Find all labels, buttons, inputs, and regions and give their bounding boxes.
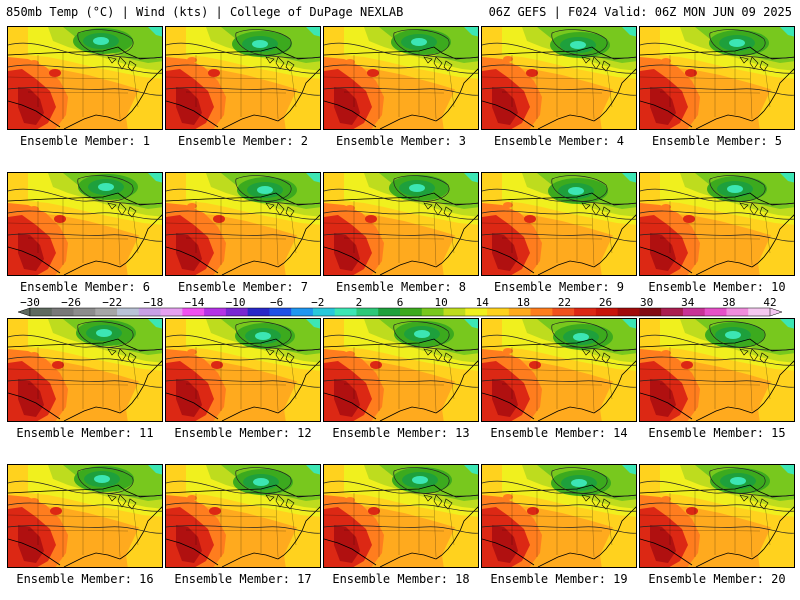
colorbar-swatch [661,308,684,316]
member-label: Ensemble Member: 10 [648,280,786,294]
member-label: Ensemble Member: 6 [19,280,151,294]
member-map-8 [323,172,479,276]
colorbar-swatch [378,308,401,316]
member-label: Ensemble Member: 19 [490,572,628,586]
colorbar-swatch [704,308,727,316]
member-label: Ensemble Member: 18 [332,572,470,586]
member-label: Ensemble Member: 1 [19,134,151,148]
member-label: Ensemble Member: 11 [16,426,154,440]
member-label: Ensemble Member: 5 [651,134,783,148]
colorbar-tick-label: 14 [476,296,490,309]
colorbar-swatch [225,308,249,316]
colorbar-swatch [487,308,510,316]
colorbar-tick-label: 2 [356,296,363,309]
member-label: Ensemble Member: 14 [490,426,628,440]
member-map-18 [323,464,479,568]
colorbar-swatch [682,308,706,316]
member-label: Ensemble Member: 15 [648,426,786,440]
colorbar-low-arrow [17,307,31,317]
colorbar-swatch [204,308,227,316]
colorbar-swatch [508,308,532,316]
model-valid-time: 06Z GEFS | F024 Valid: 06Z MON JUN 09 20… [488,5,792,19]
member-map-13 [323,318,479,422]
colorbar-swatch [73,308,96,316]
colorbar-swatch [465,308,488,316]
colorbar-swatch [617,308,640,316]
member-map-15 [639,318,795,422]
member-map-4 [481,26,637,130]
colorbar-tick-label: −22 [102,296,122,309]
member-label: Ensemble Member: 9 [493,280,625,294]
colorbar-tick-label: 6 [397,296,404,309]
colorbar-tick-label: 18 [517,296,530,309]
member-map-7 [165,172,321,276]
colorbar-swatch [95,308,118,316]
colorbar-high-arrow [769,307,783,317]
colorbar-swatch [138,308,162,316]
colorbar-swatch [182,308,205,316]
temperature-colorbar: −30 −26 −22 −18 −14 −10 −6 −2 2 6 10 14 18 22 26 30 34 38… [17,296,783,317]
colorbar-swatch [117,308,140,316]
member-map-1 [7,26,163,130]
colorbar-tick-label: −18 [143,296,163,309]
colorbar-tick-label: −26 [61,296,81,309]
member-map-16 [7,464,163,568]
colorbar-swatch [574,308,597,316]
colorbar-tick-label: 38 [722,296,735,309]
colorbar-tick-label: 26 [599,296,612,309]
member-map-19 [481,464,637,568]
colorbar-tick-label: 22 [558,296,571,309]
colorbar-swatch [552,308,575,316]
colorbar-swatch [400,308,423,316]
colorbar-tick-label: 42 [763,296,776,309]
member-label: Ensemble Member: 2 [177,134,309,148]
colorbar-swatch [421,308,445,316]
colorbar-tick-label: 34 [681,296,695,309]
member-label: Ensemble Member: 7 [177,280,309,294]
member-map-10 [639,172,795,276]
colorbar-tick-label: 30 [640,296,653,309]
member-label: Ensemble Member: 12 [174,426,312,440]
member-map-6 [7,172,163,276]
colorbar-swatch [443,308,466,316]
colorbar-swatch [530,308,553,316]
colorbar-swatch [595,308,619,316]
member-label: Ensemble Member: 17 [174,572,312,586]
colorbar-tick-label: −10 [226,296,246,309]
member-label: Ensemble Member: 20 [648,572,786,586]
member-label: Ensemble Member: 16 [16,572,154,586]
colorbar-swatch [726,308,749,316]
colorbar-swatch [748,308,771,316]
map-title: 850mb Temp (°C) | Wind (kts) | College o… [6,5,404,19]
colorbar-swatch [291,308,314,316]
colorbar-tick-label: −2 [311,296,324,309]
member-label: Ensemble Member: 8 [335,280,467,294]
colorbar-swatch [247,308,270,316]
colorbar-tick-label: −6 [270,296,283,309]
colorbar-tick-label: −30 [20,296,40,309]
colorbar-swatch [269,308,292,316]
member-map-20 [639,464,795,568]
colorbar-swatch [51,308,75,316]
colorbar-swatch [356,308,379,316]
colorbar-swatch [312,308,336,316]
member-map-12 [165,318,321,422]
colorbar-swatch [160,308,183,316]
colorbar-swatch [30,308,53,316]
colorbar-swatch [639,308,662,316]
member-map-3 [323,26,479,130]
colorbar-tick-label: 10 [434,296,447,309]
member-map-14 [481,318,637,422]
member-label: Ensemble Member: 4 [493,134,625,148]
member-map-2 [165,26,321,130]
colorbar-swatch [334,308,357,316]
colorbar-tick-label: −14 [185,296,205,309]
member-label: Ensemble Member: 3 [335,134,467,148]
member-map-17 [165,464,321,568]
member-map-5 [639,26,795,130]
member-label: Ensemble Member: 13 [332,426,470,440]
member-map-9 [481,172,637,276]
member-map-11 [7,318,163,422]
